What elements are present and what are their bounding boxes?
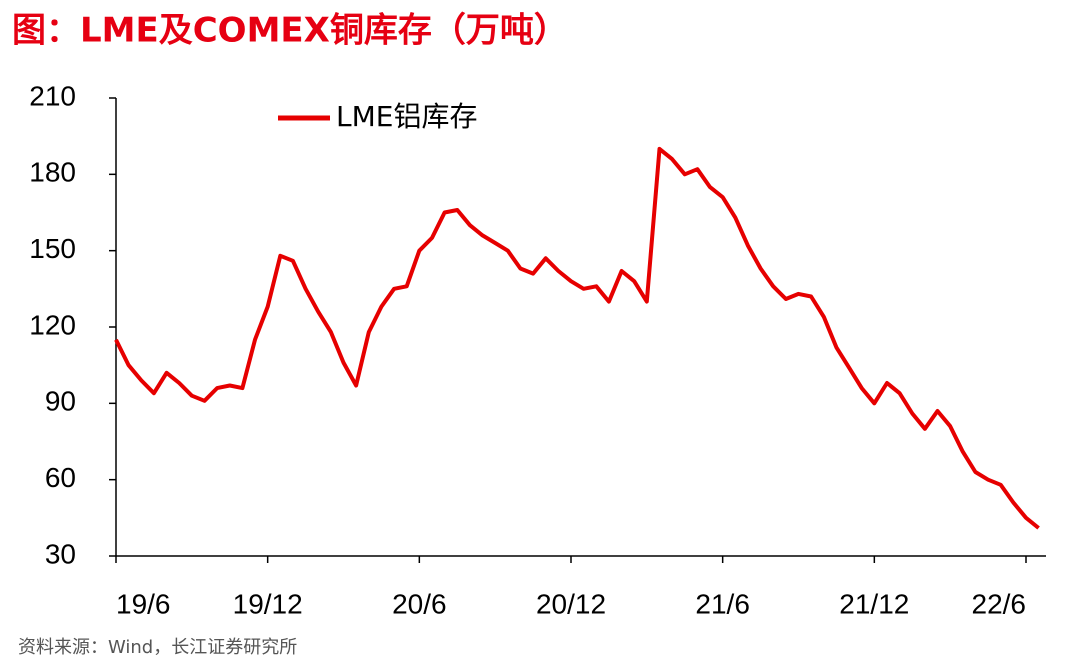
x-tick-label: 19/12 bbox=[233, 588, 303, 619]
chart-title: 图：LME及COMEX铜库存（万吨） bbox=[12, 11, 568, 51]
y-tick-label: 120 bbox=[29, 309, 76, 340]
legend-label: LME铝库存 bbox=[336, 100, 477, 133]
source-note: 资料来源：Wind，长江证券研究所 bbox=[18, 637, 297, 658]
x-tick-label: 22/6 bbox=[972, 588, 1027, 619]
y-tick-label: 60 bbox=[45, 462, 76, 493]
y-tick-label: 180 bbox=[29, 157, 76, 188]
x-tick-label: 21/12 bbox=[839, 588, 909, 619]
x-tick-label: 20/6 bbox=[392, 588, 447, 619]
x-tick-label: 21/6 bbox=[695, 588, 750, 619]
y-tick-label: 150 bbox=[29, 233, 76, 264]
y-tick-label: 210 bbox=[29, 80, 76, 111]
x-tick-label: 20/12 bbox=[536, 588, 606, 619]
y-tick-label: 30 bbox=[45, 538, 76, 569]
x-tick-label: 19/6 bbox=[116, 588, 171, 619]
data-line bbox=[114, 146, 1040, 530]
y-tick-label: 90 bbox=[45, 386, 76, 417]
